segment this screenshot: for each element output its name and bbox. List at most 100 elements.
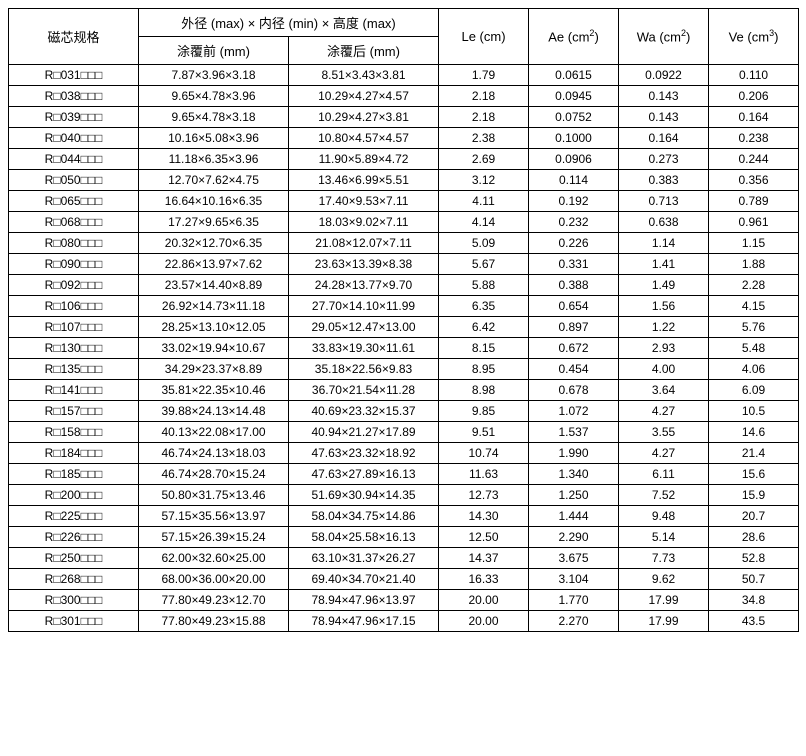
cell-wa: 5.14	[619, 527, 709, 548]
cell-ve: 20.7	[709, 506, 799, 527]
cell-before: 57.15×35.56×13.97	[139, 506, 289, 527]
cell-ve: 34.8	[709, 590, 799, 611]
cell-after: 33.83×19.30×11.61	[289, 338, 439, 359]
cell-after: 58.04×25.58×16.13	[289, 527, 439, 548]
cell-wa: 2.93	[619, 338, 709, 359]
cell-ve: 21.4	[709, 443, 799, 464]
cell-spec: R□226□□□	[9, 527, 139, 548]
cell-spec: R□050□□□	[9, 170, 139, 191]
cell-ve: 0.244	[709, 149, 799, 170]
cell-spec: R□065□□□	[9, 191, 139, 212]
table-body: R□031□□□7.87×3.96×3.188.51×3.43×3.811.79…	[9, 65, 799, 632]
cell-wa: 0.0922	[619, 65, 709, 86]
cell-le: 5.09	[439, 233, 529, 254]
cell-before: 11.18×6.35×3.96	[139, 149, 289, 170]
cell-le: 2.18	[439, 107, 529, 128]
cell-ae: 0.0615	[529, 65, 619, 86]
cell-wa: 17.99	[619, 611, 709, 632]
cell-wa: 0.713	[619, 191, 709, 212]
cell-wa: 0.143	[619, 86, 709, 107]
table-row: R□040□□□10.16×5.08×3.9610.80×4.57×4.572.…	[9, 128, 799, 149]
table-row: R□038□□□9.65×4.78×3.9610.29×4.27×4.572.1…	[9, 86, 799, 107]
cell-ve: 0.110	[709, 65, 799, 86]
header-dim-group: 外径 (max) × 内径 (min) × 高度 (max)	[139, 9, 439, 37]
cell-wa: 4.27	[619, 443, 709, 464]
cell-ve: 50.7	[709, 569, 799, 590]
cell-after: 10.80×4.57×4.57	[289, 128, 439, 149]
cell-ae: 0.226	[529, 233, 619, 254]
cell-spec: R□225□□□	[9, 506, 139, 527]
table-row: R□225□□□57.15×35.56×13.9758.04×34.75×14.…	[9, 506, 799, 527]
cell-ae: 0.454	[529, 359, 619, 380]
cell-wa: 0.383	[619, 170, 709, 191]
cell-after: 47.63×27.89×16.13	[289, 464, 439, 485]
cell-ve: 14.6	[709, 422, 799, 443]
cell-wa: 4.27	[619, 401, 709, 422]
cell-ve: 10.5	[709, 401, 799, 422]
table-row: R□050□□□12.70×7.62×4.7513.46×6.99×5.513.…	[9, 170, 799, 191]
cell-ve: 0.789	[709, 191, 799, 212]
cell-wa: 0.638	[619, 212, 709, 233]
cell-le: 5.88	[439, 275, 529, 296]
cell-wa: 17.99	[619, 590, 709, 611]
cell-wa: 9.62	[619, 569, 709, 590]
header-ve: Ve (cm3)	[709, 9, 799, 65]
cell-after: 69.40×34.70×21.40	[289, 569, 439, 590]
cell-ae: 1.072	[529, 401, 619, 422]
cell-wa: 0.143	[619, 107, 709, 128]
cell-spec: R□157□□□	[9, 401, 139, 422]
cell-spec: R□185□□□	[9, 464, 139, 485]
cell-ae: 0.331	[529, 254, 619, 275]
table-row: R□141□□□35.81×22.35×10.4636.70×21.54×11.…	[9, 380, 799, 401]
cell-ae: 0.192	[529, 191, 619, 212]
cell-ae: 0.678	[529, 380, 619, 401]
cell-ve: 0.238	[709, 128, 799, 149]
table-row: R□184□□□46.74×24.13×18.0347.63×23.32×18.…	[9, 443, 799, 464]
cell-le: 4.11	[439, 191, 529, 212]
cell-wa: 6.11	[619, 464, 709, 485]
cell-wa: 1.56	[619, 296, 709, 317]
table-row: R□090□□□22.86×13.97×7.6223.63×13.39×8.38…	[9, 254, 799, 275]
cell-le: 8.15	[439, 338, 529, 359]
cell-wa: 9.48	[619, 506, 709, 527]
cell-ve: 4.15	[709, 296, 799, 317]
cell-spec: R□039□□□	[9, 107, 139, 128]
cell-after: 58.04×34.75×14.86	[289, 506, 439, 527]
cell-ve: 0.164	[709, 107, 799, 128]
cell-ve: 15.6	[709, 464, 799, 485]
cell-wa: 1.22	[619, 317, 709, 338]
cell-ae: 0.0906	[529, 149, 619, 170]
cell-ae: 1.444	[529, 506, 619, 527]
cell-before: 12.70×7.62×4.75	[139, 170, 289, 191]
cell-before: 22.86×13.97×7.62	[139, 254, 289, 275]
cell-le: 9.51	[439, 422, 529, 443]
cell-ae: 1.990	[529, 443, 619, 464]
cell-before: 34.29×23.37×8.89	[139, 359, 289, 380]
cell-spec: R□301□□□	[9, 611, 139, 632]
cell-ae: 0.0945	[529, 86, 619, 107]
table-row: R□092□□□23.57×14.40×8.8924.28×13.77×9.70…	[9, 275, 799, 296]
table-row: R□268□□□68.00×36.00×20.0069.40×34.70×21.…	[9, 569, 799, 590]
table-row: R□130□□□33.02×19.94×10.6733.83×19.30×11.…	[9, 338, 799, 359]
table-row: R□300□□□77.80×49.23×12.7078.94×47.96×13.…	[9, 590, 799, 611]
cell-after: 78.94×47.96×17.15	[289, 611, 439, 632]
cell-spec: R□106□□□	[9, 296, 139, 317]
cell-ve: 15.9	[709, 485, 799, 506]
table-row: R□106□□□26.92×14.73×11.1827.70×14.10×11.…	[9, 296, 799, 317]
cell-le: 2.18	[439, 86, 529, 107]
header-wa: Wa (cm2)	[619, 9, 709, 65]
cell-ae: 0.0752	[529, 107, 619, 128]
cell-after: 29.05×12.47×13.00	[289, 317, 439, 338]
cell-wa: 1.41	[619, 254, 709, 275]
cell-ve: 4.06	[709, 359, 799, 380]
cell-wa: 1.49	[619, 275, 709, 296]
cell-after: 27.70×14.10×11.99	[289, 296, 439, 317]
cell-ae: 1.340	[529, 464, 619, 485]
header-core-spec: 磁芯规格	[9, 9, 139, 65]
cell-after: 17.40×9.53×7.11	[289, 191, 439, 212]
cell-ve: 52.8	[709, 548, 799, 569]
table-row: R□031□□□7.87×3.96×3.188.51×3.43×3.811.79…	[9, 65, 799, 86]
cell-before: 57.15×26.39×15.24	[139, 527, 289, 548]
table-row: R□301□□□77.80×49.23×15.8878.94×47.96×17.…	[9, 611, 799, 632]
cell-ve: 0.206	[709, 86, 799, 107]
